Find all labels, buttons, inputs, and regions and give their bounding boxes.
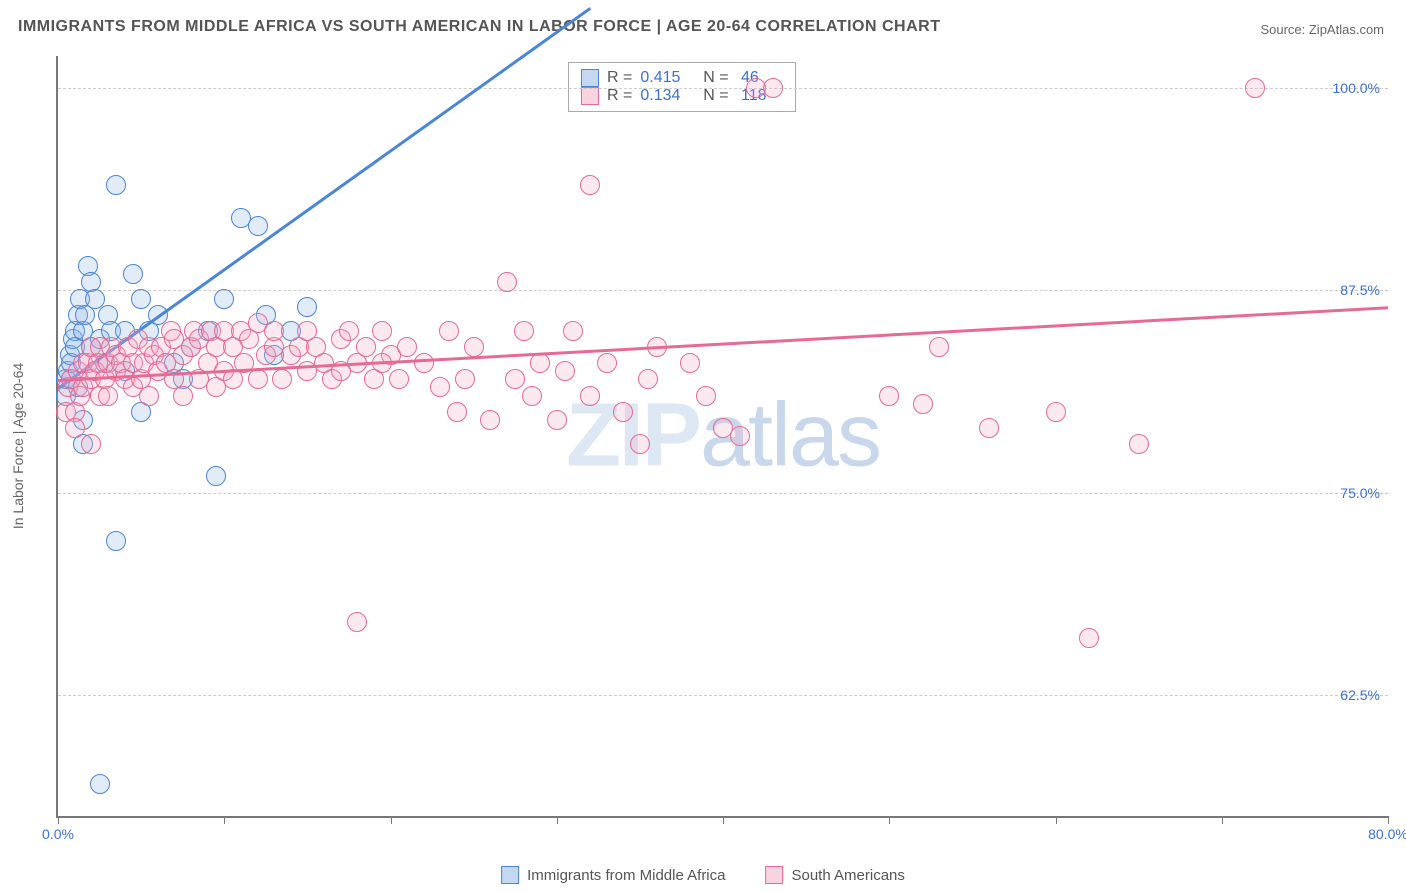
- legend-label-a: Immigrants from Middle Africa: [527, 867, 725, 884]
- x-tick-label: 0.0%: [42, 826, 74, 842]
- stats-r-label: R =: [607, 69, 632, 87]
- data-point: [480, 410, 500, 430]
- stats-swatch: [581, 87, 599, 105]
- y-tick-label: 62.5%: [1340, 687, 1380, 703]
- stats-n-label: N =: [694, 69, 728, 87]
- x-tick: [391, 816, 392, 824]
- gridline: [58, 493, 1388, 494]
- data-point: [597, 353, 617, 373]
- data-point: [763, 78, 783, 98]
- data-point: [464, 337, 484, 357]
- data-point: [1129, 434, 1149, 454]
- data-point: [173, 386, 193, 406]
- data-point: [439, 321, 459, 341]
- stats-n-label: N =: [694, 87, 728, 105]
- legend-item-a: Immigrants from Middle Africa: [501, 866, 725, 884]
- stats-r-value: 0.415: [640, 69, 686, 87]
- stats-r-value: 0.134: [640, 87, 686, 105]
- chart-title: IMMIGRANTS FROM MIDDLE AFRICA VS SOUTH A…: [18, 18, 940, 36]
- data-point: [497, 272, 517, 292]
- data-point: [547, 410, 567, 430]
- data-point: [580, 386, 600, 406]
- x-tick: [723, 816, 724, 824]
- y-tick-label: 87.5%: [1340, 282, 1380, 298]
- data-point: [297, 297, 317, 317]
- data-point: [530, 353, 550, 373]
- data-point: [139, 386, 159, 406]
- data-point: [696, 386, 716, 406]
- data-point: [1245, 78, 1265, 98]
- data-point: [929, 337, 949, 357]
- data-point: [514, 321, 534, 341]
- data-point: [563, 321, 583, 341]
- data-point: [430, 377, 450, 397]
- data-point: [389, 369, 409, 389]
- data-point: [81, 434, 101, 454]
- data-point: [580, 175, 600, 195]
- data-point: [347, 612, 367, 632]
- legend-swatch-b: [765, 866, 783, 884]
- data-point: [248, 369, 268, 389]
- legend-swatch-a: [501, 866, 519, 884]
- data-point: [372, 321, 392, 341]
- gridline: [58, 290, 1388, 291]
- stats-r-label: R =: [607, 87, 632, 105]
- data-point: [447, 402, 467, 422]
- data-point: [131, 289, 151, 309]
- gridline: [58, 695, 1388, 696]
- data-point: [522, 386, 542, 406]
- data-point: [613, 402, 633, 422]
- y-axis-label: In Labor Force | Age 20-64: [10, 363, 26, 529]
- data-point: [913, 394, 933, 414]
- data-point: [98, 386, 118, 406]
- data-point: [1079, 628, 1099, 648]
- x-tick: [889, 816, 890, 824]
- data-point: [455, 369, 475, 389]
- data-point: [680, 353, 700, 373]
- data-point: [879, 386, 899, 406]
- data-point: [630, 434, 650, 454]
- data-point: [106, 531, 126, 551]
- x-tick: [58, 816, 59, 824]
- legend-item-b: South Americans: [765, 866, 904, 884]
- data-point: [555, 361, 575, 381]
- data-point: [123, 264, 143, 284]
- x-tick: [224, 816, 225, 824]
- data-point: [505, 369, 525, 389]
- data-point: [65, 418, 85, 438]
- data-point: [730, 426, 750, 446]
- x-tick: [1388, 816, 1389, 824]
- gridline: [58, 88, 1388, 89]
- data-point: [339, 321, 359, 341]
- x-tick-label: 80.0%: [1368, 826, 1406, 842]
- data-point: [272, 369, 292, 389]
- data-point: [979, 418, 999, 438]
- data-point: [106, 175, 126, 195]
- data-point: [214, 289, 234, 309]
- data-point: [264, 321, 284, 341]
- x-tick: [1056, 816, 1057, 824]
- y-tick-label: 100.0%: [1333, 80, 1380, 96]
- x-tick: [1222, 816, 1223, 824]
- data-point: [356, 337, 376, 357]
- data-point: [638, 369, 658, 389]
- stats-swatch: [581, 69, 599, 87]
- legend-label-b: South Americans: [791, 867, 904, 884]
- bottom-legend: Immigrants from Middle Africa South Amer…: [501, 866, 905, 884]
- data-point: [397, 337, 417, 357]
- plot-area: ZIPatlas R =0.415 N = 46R =0.134 N = 118…: [56, 56, 1388, 818]
- data-point: [206, 466, 226, 486]
- data-point: [90, 774, 110, 794]
- y-tick-label: 75.0%: [1340, 485, 1380, 501]
- data-point: [414, 353, 434, 373]
- data-point: [1046, 402, 1066, 422]
- data-point: [248, 216, 268, 236]
- source-label: Source: ZipAtlas.com: [1260, 22, 1384, 37]
- x-tick: [557, 816, 558, 824]
